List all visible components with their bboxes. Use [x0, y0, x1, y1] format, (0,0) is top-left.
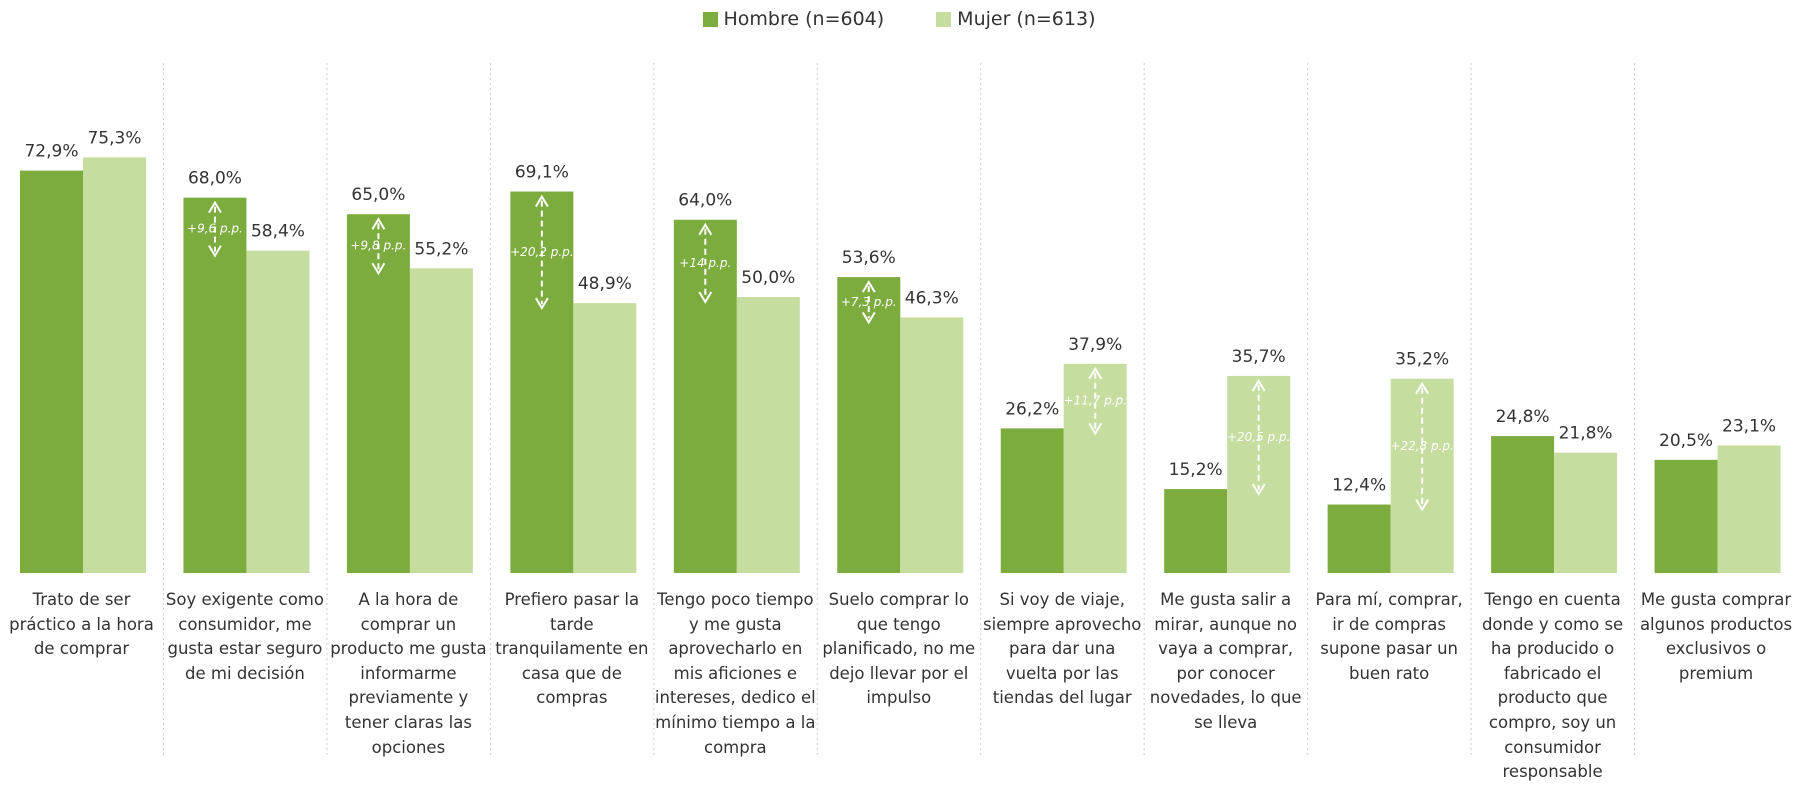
arrow-head: [371, 262, 386, 276]
annotation: +11,7 p.p.: [1064, 394, 1127, 408]
value-label: 55,2%: [414, 239, 468, 259]
value-label: 15,2%: [1169, 460, 1223, 480]
value-label: 12,4%: [1332, 476, 1386, 496]
arrow-head: [1251, 483, 1266, 497]
arrow-head: [208, 245, 222, 258]
arrow-head: [698, 291, 713, 304]
bar: [20, 170, 83, 574]
legend-item: Hombre (n=604): [702, 8, 885, 30]
value-label: 50,0%: [741, 268, 795, 288]
value-label: 65,0%: [351, 185, 405, 205]
arrow-head: [208, 200, 222, 214]
value-label: 68,0%: [188, 169, 242, 189]
arrow-head: [1088, 422, 1103, 436]
bar: [83, 157, 146, 573]
x-tick-label: Tengo en cuenta donde y como se ha produ…: [1481, 590, 1624, 782]
bar: [246, 250, 310, 573]
bar: [673, 219, 737, 573]
bar: [1000, 428, 1064, 573]
x-tick-label: Suelo comprar lo que tengo planificado, …: [822, 590, 976, 708]
bar: [409, 268, 473, 573]
value-label: 35,2%: [1395, 350, 1449, 370]
value-label: 37,9%: [1068, 335, 1122, 355]
value-label: 53,6%: [842, 248, 896, 268]
value-label: 24,8%: [1496, 407, 1550, 427]
arrow-head: [1415, 499, 1429, 512]
annotation: +14 p.p.: [679, 256, 731, 270]
value-label: 58,4%: [251, 222, 305, 242]
arrow-head: [698, 222, 713, 236]
annotation: +9,8 p.p.: [350, 239, 406, 253]
bar: [573, 303, 637, 573]
annotation: +7,3 p.p.: [841, 295, 897, 309]
value-label: 35,7%: [1232, 347, 1286, 367]
bar: [1554, 452, 1618, 573]
x-tick-label: Tengo poco tiempo y me gusta aprovecharl…: [654, 590, 816, 757]
value-label: 21,8%: [1559, 424, 1613, 444]
bar: [837, 277, 901, 573]
arrow-head: [1251, 378, 1266, 392]
annotation: +22,8 p.p.: [1390, 439, 1453, 453]
bar: [183, 197, 247, 573]
value-label: 26,2%: [1005, 399, 1059, 419]
x-tick-label: Me gusta salir a mirar, aunque no vaya a…: [1149, 590, 1302, 732]
legend-label: Hombre (n=604): [723, 8, 885, 30]
x-tick-label: Prefiero pasar la tarde tranquilamente e…: [495, 590, 649, 708]
bar: [1654, 459, 1718, 573]
bar: [1164, 489, 1228, 573]
arrow-head: [861, 280, 876, 293]
x-tick-label: A la hora de comprar un producto me gust…: [330, 590, 487, 757]
annotation: +9,6 p.p.: [187, 222, 243, 236]
value-label: 20,5%: [1659, 431, 1713, 451]
x-tick-label: Trato de ser práctico a la hora de compr…: [9, 590, 154, 659]
x-tick-label: Si voy de viaje, siempre aprovecho para …: [983, 590, 1142, 708]
bar: [1327, 504, 1391, 573]
bar: [1717, 445, 1781, 573]
arrow-head: [535, 194, 549, 208]
value-label: 69,1%: [515, 163, 569, 183]
value-label: 48,9%: [578, 274, 632, 294]
annotation: +20,5 p.p.: [1227, 430, 1290, 444]
legend-swatch: [936, 11, 952, 27]
bar: [900, 317, 964, 573]
bar: [736, 297, 800, 573]
annotation: +20,2 p.p.: [510, 245, 573, 259]
x-tick-label: Para mí, comprar, ir de compras supone p…: [1315, 590, 1463, 683]
legend-label: Mujer (n=613): [957, 8, 1096, 30]
x-tick-label: Soy exigente como consumidor, me gusta e…: [165, 590, 324, 683]
value-label: 64,0%: [678, 191, 732, 211]
value-label: 23,1%: [1722, 416, 1776, 436]
x-tick-label: Me gusta comprar algunos productos exclu…: [1639, 590, 1793, 683]
value-label: 46,3%: [905, 288, 959, 308]
arrow-head: [371, 217, 386, 230]
arrow-head: [1415, 381, 1429, 395]
bar: [1491, 436, 1555, 573]
arrow-head: [535, 297, 549, 311]
value-label: 75,3%: [87, 128, 141, 148]
legend: Hombre (n=604) Mujer (n=613): [0, 8, 1798, 30]
legend-item: Mujer (n=613): [936, 8, 1095, 30]
arrow-head: [1088, 366, 1103, 380]
legend-swatch: [702, 11, 718, 27]
arrow-head: [861, 311, 876, 325]
value-label: 72,9%: [24, 142, 78, 162]
